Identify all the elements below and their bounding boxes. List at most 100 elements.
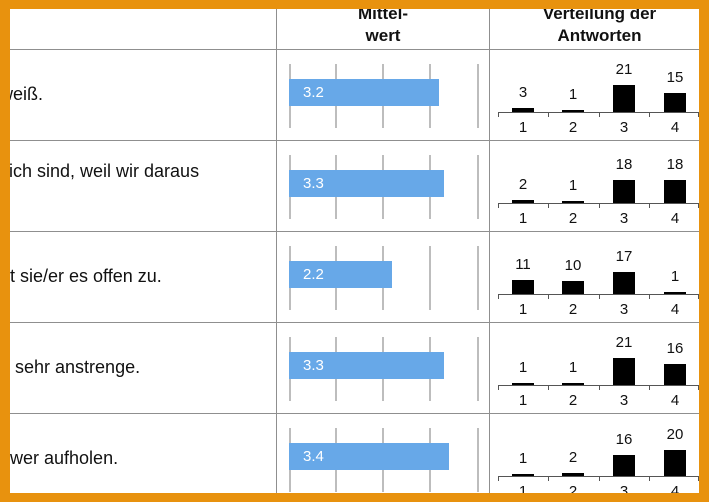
axis-tick: [548, 476, 549, 481]
mean-label: 3.2: [303, 84, 324, 101]
distribution-bar: [562, 473, 584, 476]
category-label: 1: [518, 483, 528, 500]
axis-tick: [599, 112, 600, 117]
category-label: 4: [670, 119, 680, 136]
statement-text: weiß.: [0, 84, 44, 104]
distribution-bar: [562, 281, 584, 294]
row-divider: [10, 413, 699, 414]
distribution-bar: [562, 201, 584, 203]
count-label: 21: [615, 61, 633, 78]
statement-text: n sehr anstrenge.: [0, 357, 141, 377]
category-label: 2: [568, 210, 578, 227]
axis-tick: [599, 476, 600, 481]
axis-tick: [599, 385, 600, 390]
distribution-bar: [562, 383, 584, 385]
distribution-axis: [498, 294, 698, 295]
distribution-bar: [613, 272, 635, 294]
axis-tick: [698, 294, 699, 299]
mean-gridline: [477, 428, 479, 492]
count-label: 15: [666, 69, 684, 86]
axis-tick: [548, 203, 549, 208]
category-label: 4: [670, 392, 680, 409]
mean-column-header: Mittel-wert: [357, 4, 409, 45]
statement-text: tlich sind, weil wir daraus: [0, 161, 200, 181]
axis-tick: [698, 203, 699, 208]
axis-tick: [498, 476, 499, 481]
mean-gridline: [477, 337, 479, 401]
mean-gridline: [477, 64, 479, 128]
count-label: 16: [666, 340, 684, 357]
count-label: 11: [515, 256, 531, 273]
category-label: 3: [619, 392, 629, 409]
distribution-bar: [512, 474, 534, 476]
row-divider: [10, 322, 699, 323]
distribution-bar: [512, 200, 534, 203]
axis-tick: [548, 385, 549, 390]
category-label: 2: [568, 301, 578, 318]
distribution-bar: [512, 280, 534, 294]
distribution-bar: [664, 364, 686, 385]
axis-tick: [698, 112, 699, 117]
distribution-bar: [664, 450, 686, 476]
category-label: 1: [518, 210, 528, 227]
axis-tick: [698, 476, 699, 481]
category-label: 4: [670, 210, 680, 227]
distribution-axis: [498, 203, 698, 204]
count-label: 1: [518, 359, 528, 376]
count-label: 1: [568, 177, 578, 194]
statement-text: hwer aufholen.: [0, 448, 119, 468]
distribution-bar: [613, 180, 635, 203]
category-label: 3: [619, 210, 629, 227]
category-label: 2: [568, 392, 578, 409]
category-label: 1: [518, 392, 528, 409]
axis-tick: [548, 112, 549, 117]
count-label: 1: [568, 86, 578, 103]
count-label: 18: [615, 156, 633, 173]
count-label: 1: [568, 359, 578, 376]
row-divider: [10, 231, 699, 232]
axis-tick: [498, 385, 499, 390]
count-label: 2: [518, 176, 528, 193]
axis-tick: [498, 112, 499, 117]
distribution-bar: [664, 292, 686, 294]
axis-tick: [698, 385, 699, 390]
category-label: 3: [619, 301, 629, 318]
axis-tick: [649, 203, 650, 208]
distribution-axis: [498, 476, 698, 477]
count-label: 17: [615, 248, 633, 265]
distribution-bar: [613, 358, 635, 385]
distribution-axis: [498, 385, 698, 386]
count-label: 16: [615, 431, 633, 448]
axis-tick: [498, 203, 499, 208]
distribution-bar: [562, 110, 584, 112]
category-label: 3: [619, 483, 629, 500]
statement-text: ot sie/er es offen zu.: [0, 266, 162, 286]
axis-tick: [649, 476, 650, 481]
axis-tick: [498, 294, 499, 299]
distribution-bar: [664, 180, 686, 203]
category-label: 2: [568, 119, 578, 136]
axis-tick: [649, 294, 650, 299]
mean-label: 3.3: [303, 357, 324, 374]
category-label: 4: [670, 301, 680, 318]
category-label: 1: [518, 119, 528, 136]
count-label: 1: [670, 268, 680, 285]
count-label: 21: [615, 334, 633, 351]
category-label: 1: [518, 301, 528, 318]
mean-bar: [289, 352, 445, 379]
distribution-column-header: Verteilung der Antworten: [542, 4, 657, 45]
count-label: 18: [666, 156, 684, 173]
category-label: 3: [619, 119, 629, 136]
mean-gridline: [477, 246, 479, 310]
distribution-axis: [498, 112, 698, 113]
row-divider: [10, 140, 699, 141]
column-divider-distribution: [489, 9, 490, 493]
axis-tick: [649, 385, 650, 390]
axis-tick: [599, 294, 600, 299]
axis-tick: [548, 294, 549, 299]
count-label: 1: [518, 450, 528, 467]
mean-gridline: [477, 155, 479, 219]
distribution-bar: [613, 455, 635, 476]
